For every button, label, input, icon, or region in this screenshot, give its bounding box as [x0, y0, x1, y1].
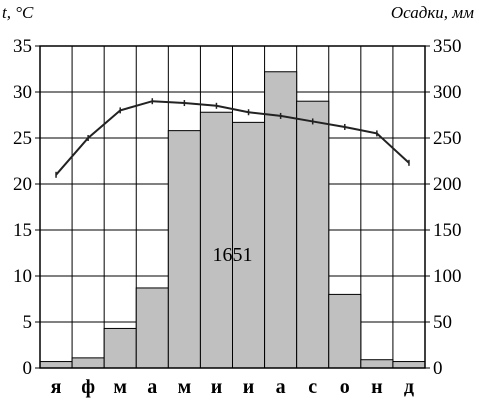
month-label: м — [178, 376, 192, 398]
precipitation-bar — [103, 327, 137, 369]
precipitation-bar — [39, 361, 73, 369]
plot-frame — [35, 45, 430, 369]
month-label: с — [308, 376, 317, 398]
left-axis-ticks: 0 5 10 15 20 25 30 35 — [13, 36, 32, 379]
precipitation-bar — [167, 130, 201, 369]
precipitation-bar — [360, 359, 394, 369]
month-label: д — [404, 376, 414, 398]
left-tick-label: 10 — [13, 266, 32, 287]
temperature-line-path — [55, 100, 410, 176]
month-label: ф — [81, 376, 95, 398]
month-label: о — [340, 376, 350, 398]
right-tick-label: 200 — [433, 174, 462, 195]
precipitation-bar — [392, 361, 426, 369]
precipitation-bar — [135, 287, 169, 369]
month-label: а — [147, 376, 157, 398]
right-tick-label: 0 — [433, 358, 443, 379]
right-tick-label: 250 — [433, 128, 462, 149]
month-label: н — [371, 376, 383, 398]
left-tick-label: 35 — [13, 36, 32, 57]
precipitation-bar — [264, 71, 298, 369]
right-tick-label: 50 — [433, 312, 452, 333]
left-tick-label: 15 — [13, 220, 32, 241]
right-tick-label: 350 — [433, 36, 462, 57]
month-label: и — [243, 376, 255, 398]
right-axis-ticks: 0 50 100 150 200 250 300 350 — [433, 36, 462, 379]
precipitation-bar — [296, 100, 330, 369]
precipitation-bar — [232, 121, 266, 369]
right-axis-title: Осадки, мм — [391, 3, 474, 22]
left-tick-label: 20 — [13, 174, 32, 195]
right-tick-label: 150 — [433, 220, 462, 241]
temperature-line — [55, 98, 410, 178]
month-label: м — [113, 376, 127, 398]
left-tick-label: 30 — [13, 82, 32, 103]
plot-border — [39, 45, 426, 369]
right-tick-label: 100 — [433, 266, 462, 287]
precipitation-bars — [39, 71, 426, 369]
left-axis-title: t, °C — [2, 3, 34, 22]
right-tick-label: 300 — [433, 82, 462, 103]
precipitation-bar — [328, 293, 362, 369]
left-tick-label: 5 — [23, 312, 33, 333]
left-tick-label: 25 — [13, 128, 32, 149]
annual-precipitation-label: 1651 — [213, 244, 253, 266]
left-tick-label: 0 — [23, 358, 33, 379]
month-label: и — [211, 376, 223, 398]
month-label: а — [276, 376, 286, 398]
precipitation-bar — [71, 357, 105, 369]
month-label: я — [51, 376, 62, 398]
precipitation-bar — [199, 111, 234, 369]
